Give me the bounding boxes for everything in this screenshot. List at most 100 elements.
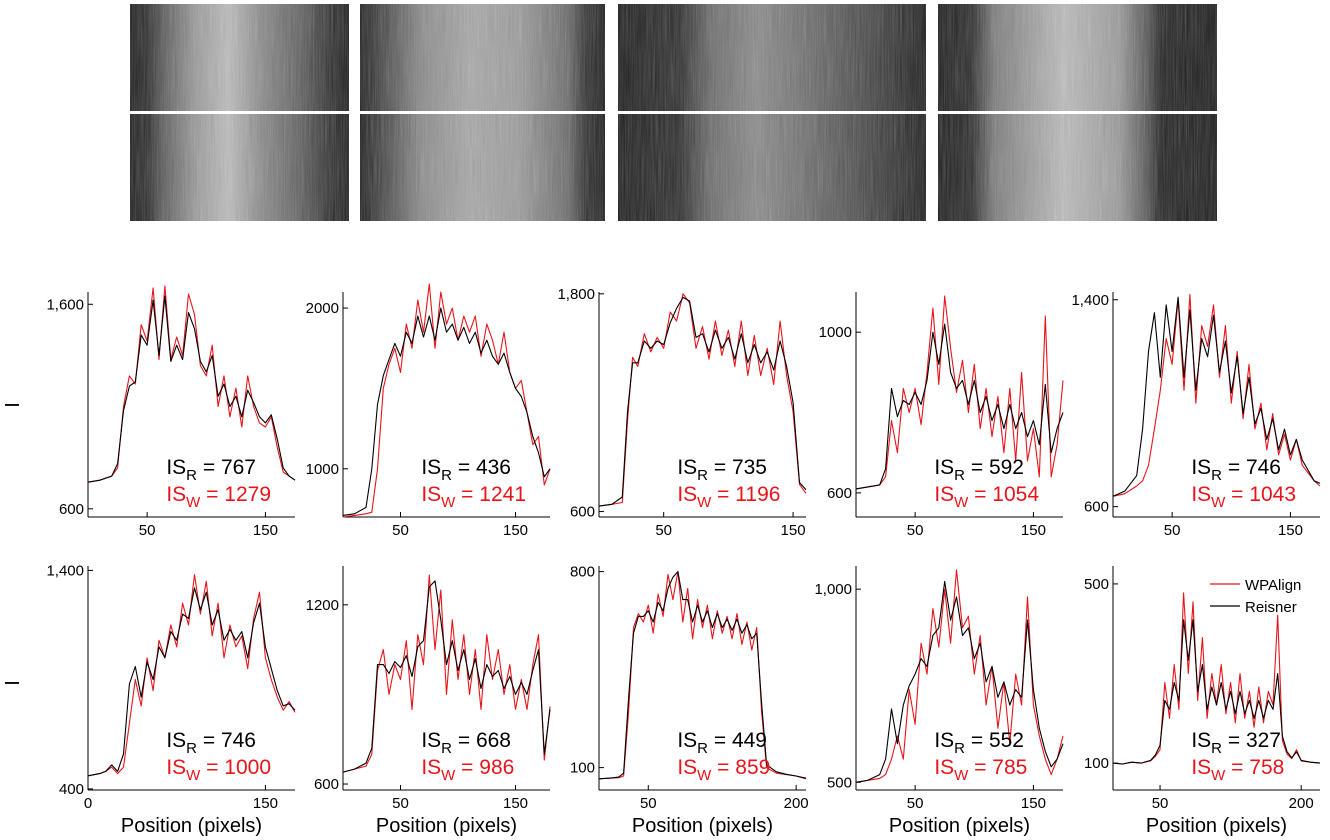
y-tick-label: 1,800 xyxy=(557,286,595,303)
series-line-wpalign xyxy=(1112,294,1321,497)
y-tick-label: 400 xyxy=(59,781,84,798)
series-line-wpalign xyxy=(342,574,551,773)
series-line-reisner xyxy=(1112,619,1321,765)
x-tick-label: 0 xyxy=(84,795,92,812)
is-w-annotation: ISW = 1241 xyxy=(421,483,526,511)
x-tick-label: 150 xyxy=(503,522,528,539)
series-line-wpalign xyxy=(1112,592,1321,765)
y-tick-label: 800 xyxy=(570,564,595,581)
y-tick-label: 600 xyxy=(570,504,595,521)
x-tick-label: 150 xyxy=(1021,795,1046,812)
is-r-annotation: ISR = 449 xyxy=(677,729,767,757)
is-r-annotation: ISR = 735 xyxy=(677,456,767,484)
y-tick-label: 2000 xyxy=(306,300,339,317)
x-tick-label: 150 xyxy=(1021,522,1046,539)
is-w-annotation: ISW = 1196 xyxy=(677,483,780,511)
is-w-annotation: ISW = 859 xyxy=(677,756,770,784)
series-line-reisner xyxy=(342,307,551,516)
row-ylabels: I I xyxy=(2,402,24,686)
series-line-reisner xyxy=(855,323,1064,490)
y-tick-label: 500 xyxy=(1084,576,1109,593)
y-tick-label: 100 xyxy=(570,760,595,777)
is-r-annotation: ISR = 746 xyxy=(1191,456,1281,484)
x-tick-label: 200 xyxy=(1289,795,1314,812)
x-tick-label: 50 xyxy=(907,795,924,812)
y-tick-label: 1,400 xyxy=(1071,292,1109,309)
is-r-annotation: ISR = 436 xyxy=(421,456,511,484)
is-w-annotation: ISW = 986 xyxy=(421,756,514,784)
ylabel-row-1: I xyxy=(2,402,24,408)
is-w-annotation: ISW = 1000 xyxy=(166,756,271,784)
y-tick-label: 1000 xyxy=(819,324,852,341)
series-line-wpalign xyxy=(342,283,551,518)
kymograph-strips xyxy=(128,4,1220,221)
series-line-reisner xyxy=(598,571,807,780)
x-tick-label: 50 xyxy=(907,522,924,539)
x-tick-label: 150 xyxy=(1278,522,1303,539)
x-tick-label: 50 xyxy=(392,795,409,812)
series-line-reisner xyxy=(855,580,1064,783)
is-r-annotation: ISR = 668 xyxy=(421,729,511,757)
series-line-reisner xyxy=(1112,296,1321,497)
x-tick-label: 150 xyxy=(781,522,806,539)
x-axis-label: Position (pixels) xyxy=(1146,815,1287,837)
x-tick-label: 200 xyxy=(784,795,809,812)
legend: WPAlign Reisner xyxy=(1210,577,1301,616)
y-tick-label: 1,000 xyxy=(814,581,852,598)
x-axis-label: Position (pixels) xyxy=(632,815,773,837)
is-r-annotation: ISR = 592 xyxy=(934,456,1024,484)
series-line-reisner xyxy=(87,587,296,777)
x-axis-label: Position (pixels) xyxy=(376,815,517,837)
y-tick-label: 1,400 xyxy=(46,562,84,579)
y-tick-label: 600 xyxy=(314,776,339,793)
legend-reisner-label: Reisner xyxy=(1245,599,1297,616)
x-axis-label: Position (pixels) xyxy=(121,815,262,837)
y-tick-label: 600 xyxy=(59,501,84,518)
series-line-reisner xyxy=(598,296,807,507)
is-r-annotation: ISR = 767 xyxy=(166,456,256,484)
x-tick-label: 150 xyxy=(253,795,278,812)
strip-divider xyxy=(128,111,1220,114)
x-tick-label: 150 xyxy=(253,522,278,539)
y-tick-label: 600 xyxy=(1084,499,1109,516)
series-line-wpalign xyxy=(598,571,807,780)
y-tick-label: 100 xyxy=(1084,755,1109,772)
ylabel-row-2: I xyxy=(2,680,24,686)
x-tick-label: 50 xyxy=(655,522,672,539)
x-axis-label: Position (pixels) xyxy=(889,815,1030,837)
is-r-annotation: ISR = 327 xyxy=(1191,729,1281,757)
x-tick-label: 50 xyxy=(1152,795,1169,812)
is-w-annotation: ISW = 1279 xyxy=(166,483,271,511)
y-tick-label: 1200 xyxy=(306,597,339,614)
legend-wpalign-label: WPAlign xyxy=(1245,577,1301,594)
is-w-annotation: ISW = 1054 xyxy=(934,483,1039,511)
is-w-annotation: ISW = 758 xyxy=(1191,756,1284,784)
y-tick-label: 1,600 xyxy=(46,296,84,313)
series-line-wpalign xyxy=(87,285,296,483)
is-w-annotation: ISW = 1043 xyxy=(1191,483,1296,511)
is-r-annotation: ISR = 746 xyxy=(166,729,256,757)
y-tick-label: 1000 xyxy=(306,461,339,478)
is-r-annotation: ISR = 552 xyxy=(934,729,1024,757)
y-tick-label: 500 xyxy=(827,774,852,791)
x-tick-label: 50 xyxy=(392,522,409,539)
series-line-wpalign xyxy=(855,295,1064,490)
is-w-annotation: ISW = 785 xyxy=(934,756,1027,784)
y-tick-label: 600 xyxy=(827,485,852,502)
x-tick-label: 50 xyxy=(640,795,657,812)
x-tick-label: 50 xyxy=(1164,522,1181,539)
x-tick-label: 50 xyxy=(139,522,156,539)
series-line-reisner xyxy=(87,295,296,483)
